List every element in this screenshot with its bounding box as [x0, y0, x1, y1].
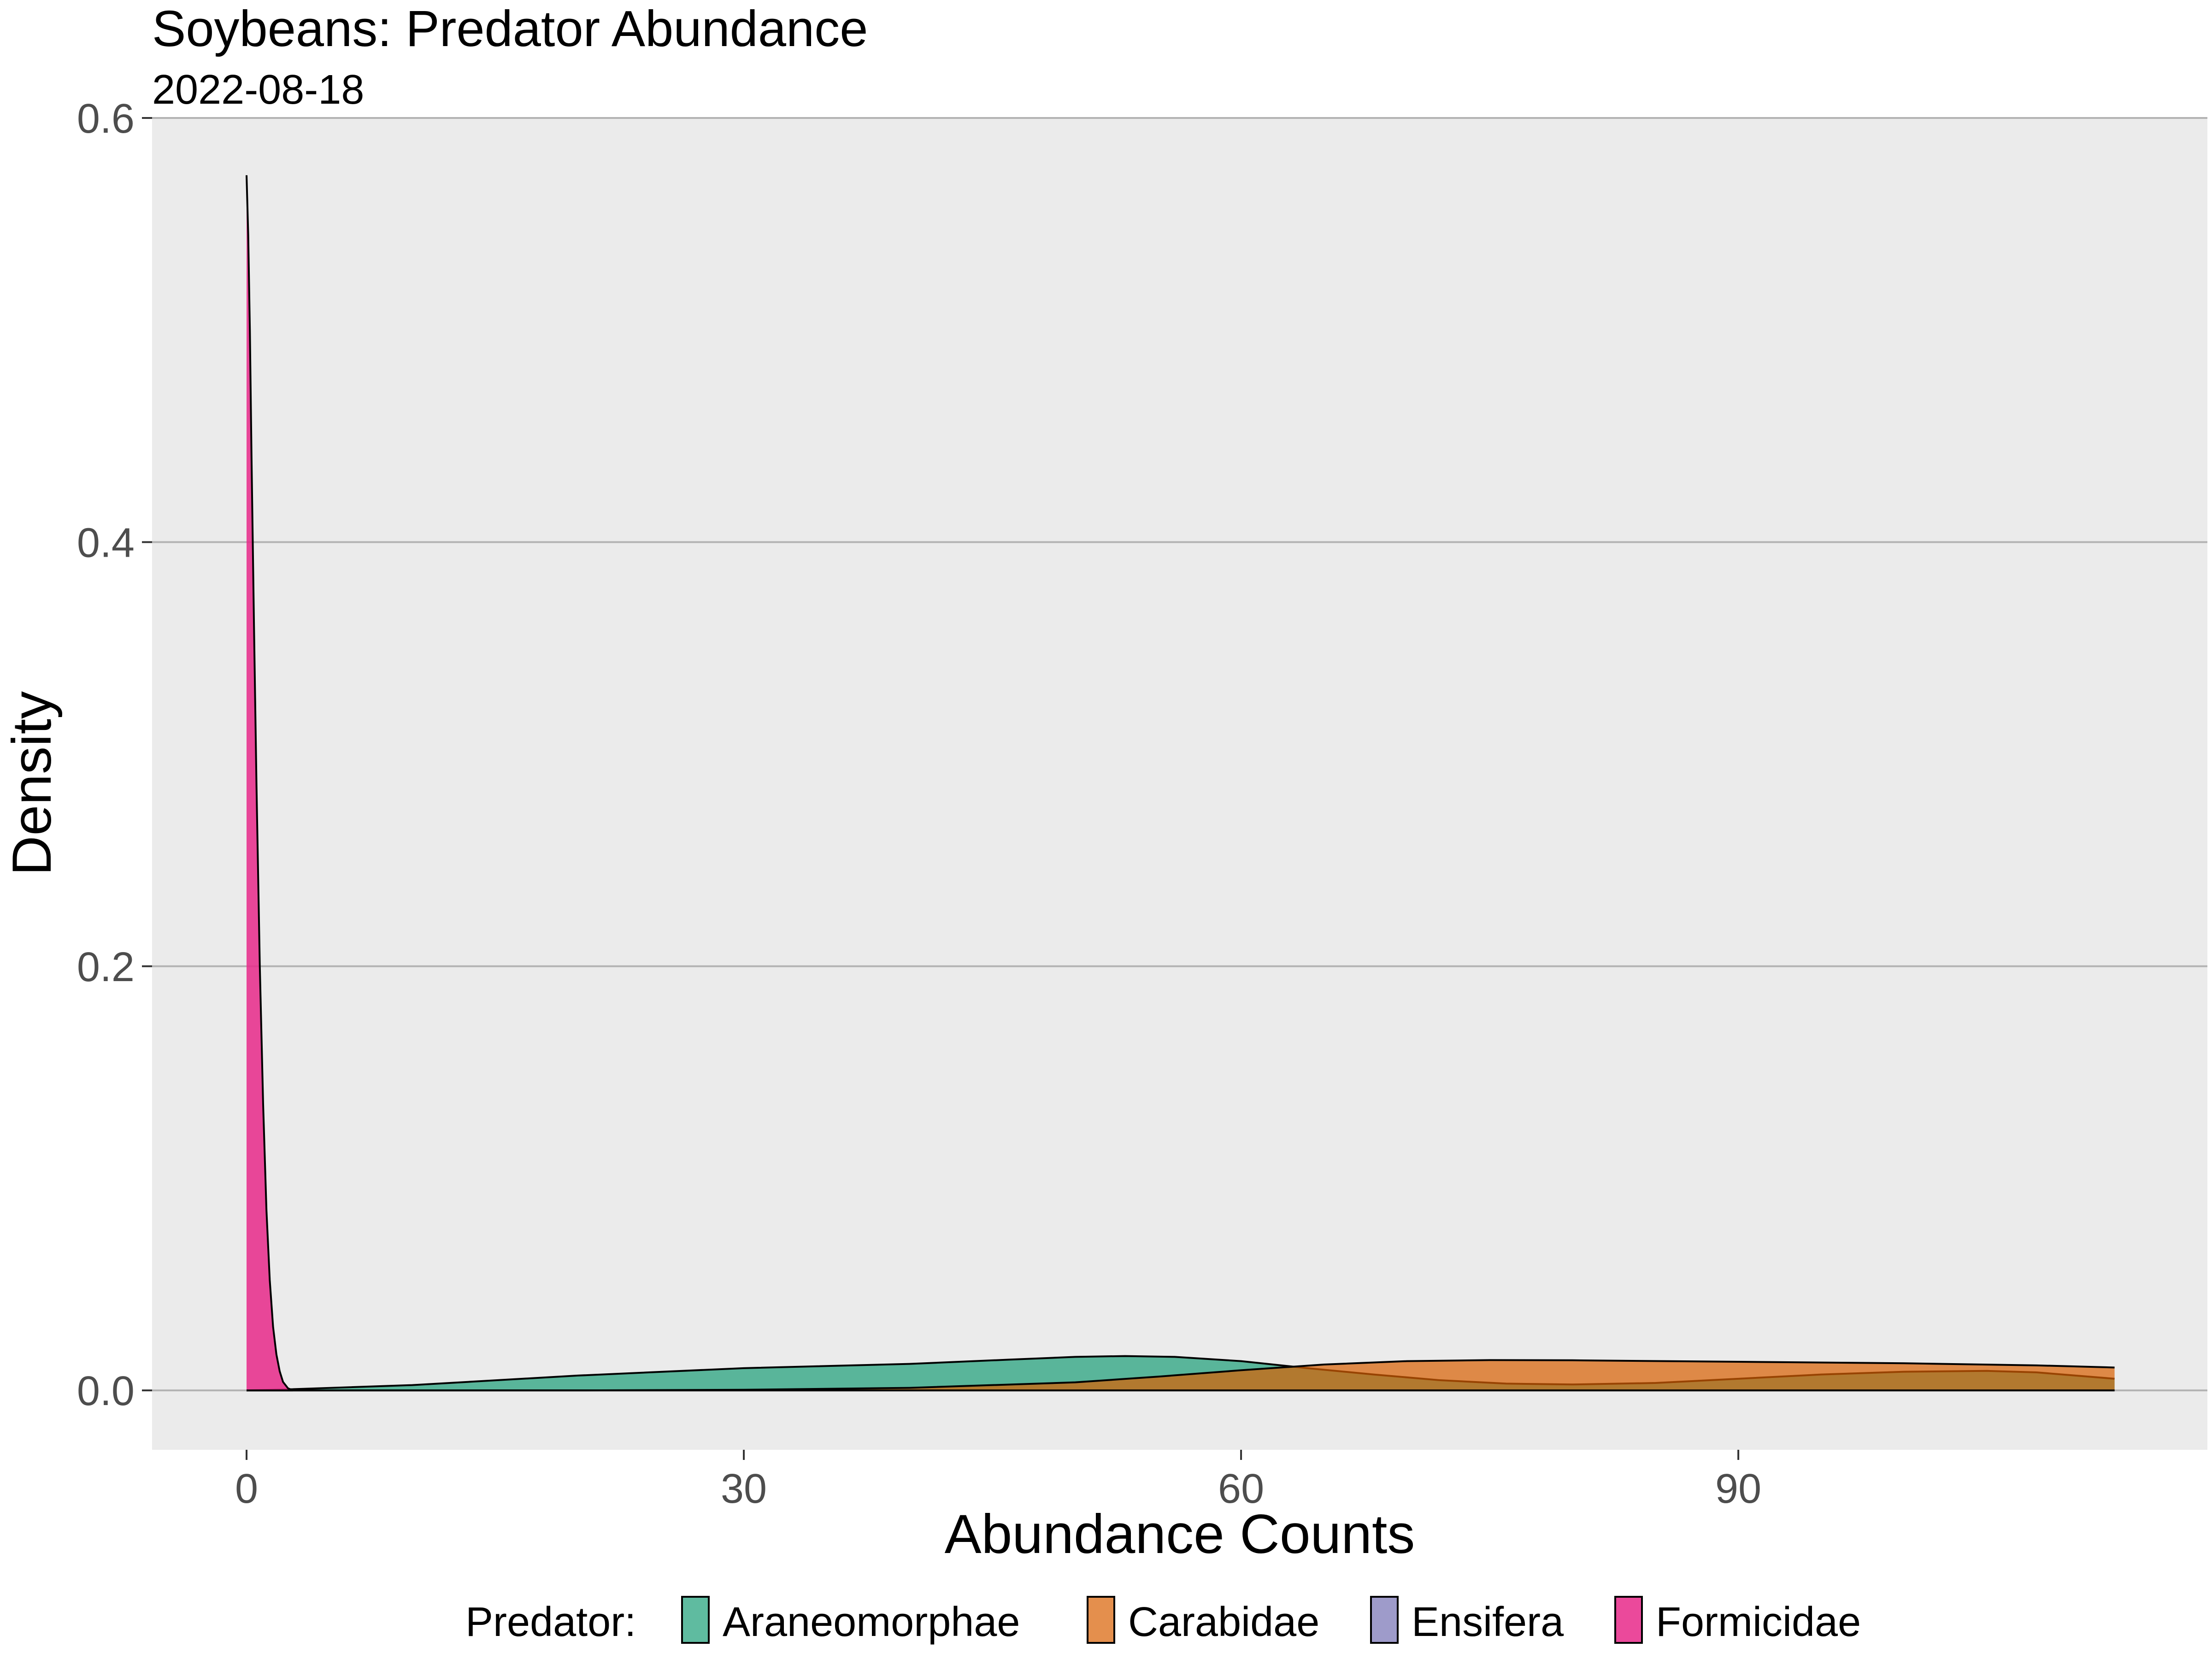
y-axis: 0.0 0.2 0.4 0.6	[77, 96, 152, 1414]
density-areas	[246, 175, 2115, 1392]
y-tick-label-3: 0.6	[77, 96, 135, 142]
legend-label-ensifera: Ensifera	[1412, 1599, 1564, 1645]
legend-label-carabidae: Carabidae	[1128, 1599, 1319, 1645]
legend-key-carabidae	[1087, 1596, 1115, 1644]
chart-title: Soybeans: Predator Abundance	[152, 0, 868, 57]
chart-subtitle: 2022-08-18	[152, 67, 364, 113]
legend: Predator: Araneomorphae Carabidae Ensifera F…	[465, 1596, 1861, 1645]
legend-label-araneomorphae: Araneomorphae	[723, 1599, 1020, 1645]
y-axis-title: Density	[1, 691, 63, 876]
legend-label-formicidae: Formicidae	[1656, 1599, 1861, 1645]
density-area-araneomorphae	[247, 1356, 2115, 1391]
x-axis: 0 30 60 90	[235, 1450, 1761, 1512]
density-outline-formicidae	[246, 175, 294, 1391]
x-tick-label-2: 60	[1218, 1466, 1264, 1512]
legend-key-ensifera	[1370, 1596, 1399, 1644]
y-tick-label-0: 0.0	[77, 1368, 135, 1414]
y-tick-label-1: 0.2	[77, 944, 135, 990]
legend-title: Predator:	[465, 1599, 636, 1645]
plot-panel	[152, 118, 2207, 1450]
y-tick-label-2: 0.4	[77, 520, 135, 566]
density-area-formicidae	[247, 175, 293, 1391]
legend-key-araneomorphae	[681, 1596, 710, 1644]
x-tick-label-0: 0	[235, 1466, 258, 1512]
legend-key-formicidae	[1614, 1596, 1643, 1644]
x-axis-title: Abundance Counts	[945, 1503, 1415, 1565]
x-tick-label-1: 30	[721, 1466, 767, 1512]
density-outline-carabidae	[247, 1359, 2115, 1392]
x-tick-label-3: 90	[1715, 1466, 1761, 1512]
